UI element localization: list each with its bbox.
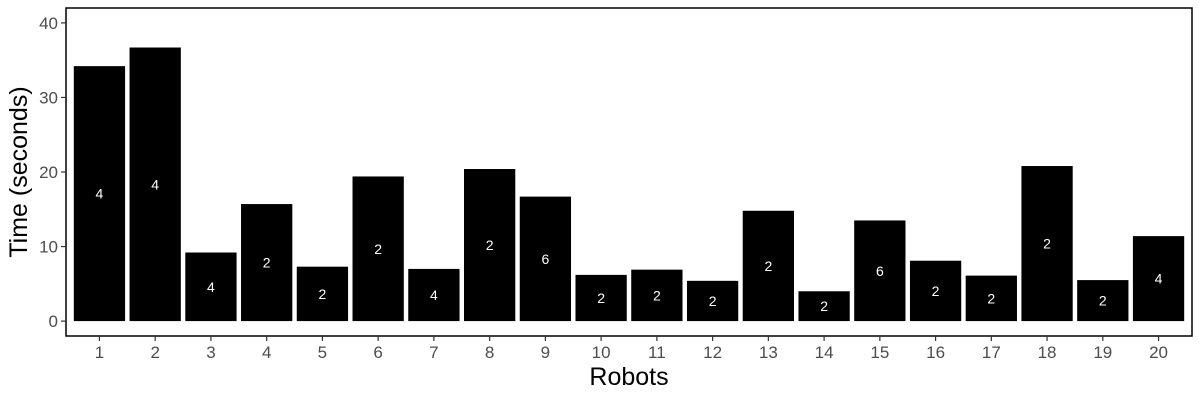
x-tick-label-5: 5 [318, 343, 327, 362]
bar-label-6: 2 [374, 241, 382, 257]
bar-18 [1021, 166, 1073, 322]
bar-label-20: 4 [1155, 271, 1163, 287]
x-tick-label-7: 7 [429, 343, 438, 362]
x-tick-label-14: 14 [815, 343, 834, 362]
bar-2 [129, 47, 181, 322]
bar-label-13: 2 [764, 258, 772, 274]
x-tick-label-18: 18 [1038, 343, 1057, 362]
bar-8 [464, 169, 516, 322]
bar-label-5: 2 [319, 286, 327, 302]
x-tick-label-13: 13 [759, 343, 778, 362]
bar-10 [575, 274, 627, 322]
bar-11 [631, 269, 683, 322]
bar-label-14: 2 [820, 298, 828, 314]
bar-label-12: 2 [709, 293, 717, 309]
x-axis-title: Robots [589, 363, 668, 391]
bar-label-10: 2 [597, 290, 605, 306]
x-tick-label-19: 19 [1093, 343, 1112, 362]
x-tick-label-1: 1 [95, 343, 104, 362]
x-tick-label-11: 11 [648, 343, 666, 362]
y-axis-title: Time (seconds) [5, 86, 33, 257]
y-tick-label-40: 40 [39, 14, 58, 33]
bar-label-11: 2 [653, 287, 661, 303]
bar-label-1: 4 [96, 186, 104, 202]
x-tick-label-17: 17 [982, 343, 1001, 362]
bar-14 [798, 291, 850, 322]
bar-6 [352, 176, 404, 322]
bar-3 [185, 252, 237, 322]
bar-5 [296, 266, 349, 322]
x-tick-label-4: 4 [262, 343, 271, 362]
bar-19 [1077, 280, 1129, 322]
bar-label-4: 2 [263, 255, 271, 271]
x-tick-label-20: 20 [1149, 343, 1168, 362]
bar-4 [241, 204, 293, 322]
bar-20 [1132, 236, 1185, 322]
y-tick-label-30: 30 [39, 88, 58, 107]
bar-label-19: 2 [1099, 293, 1107, 309]
bar-label-7: 4 [430, 287, 438, 303]
x-tick-label-10: 10 [592, 343, 611, 362]
y-tick-label-10: 10 [39, 238, 58, 257]
x-tick-label-3: 3 [206, 343, 215, 362]
bar-1 [73, 66, 126, 322]
bar-label-17: 2 [987, 290, 995, 306]
x-axis: 1 2 3 4 5 6 7 8 9 10 11 12 13 14 15 16 17 18 19 20 [95, 336, 1168, 362]
x-tick-label-8: 8 [485, 343, 494, 362]
bar-7 [408, 268, 460, 322]
x-tick-label-2: 2 [150, 343, 159, 362]
bar-17 [965, 275, 1017, 322]
x-tick-label-6: 6 [373, 343, 382, 362]
bar-label-18: 2 [1043, 236, 1051, 252]
y-tick-label-0: 0 [49, 312, 58, 331]
bar-label-15: 6 [876, 263, 884, 279]
bar-9 [519, 196, 572, 322]
bar-label-3: 4 [207, 279, 215, 295]
x-tick-label-15: 15 [870, 343, 889, 362]
bar-13 [742, 210, 794, 322]
x-tick-label-12: 12 [703, 343, 722, 362]
bar-15 [854, 220, 906, 322]
bar-labels-group: 4 4 4 2 2 2 4 2 6 2 2 2 2 2 6 2 2 2 2 4 [96, 176, 1163, 314]
y-axis: 0 10 20 30 40 [39, 14, 66, 331]
x-tick-label-9: 9 [541, 343, 550, 362]
y-tick-label-20: 20 [39, 163, 58, 182]
bar-12 [686, 280, 739, 322]
bars-group [73, 47, 1185, 322]
bar-label-9: 6 [541, 251, 549, 267]
bar-label-2: 4 [151, 176, 159, 192]
bar-16 [909, 260, 962, 322]
bar-label-8: 2 [486, 237, 494, 253]
x-tick-label-16: 16 [926, 343, 945, 362]
bar-label-16: 2 [932, 283, 940, 299]
